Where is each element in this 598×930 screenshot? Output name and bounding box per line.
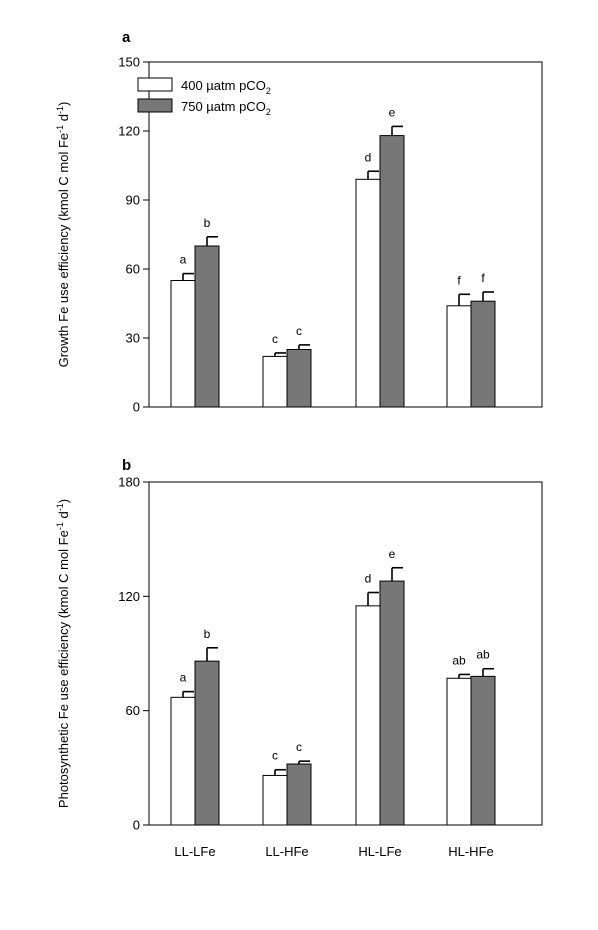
legend-label-750: 750 µatm pCO2 xyxy=(181,99,271,117)
y-tick-label-b: 180 xyxy=(118,475,140,490)
bars-a: a b c c d e f f xyxy=(170,105,496,408)
panel-label-a: a xyxy=(122,29,131,46)
bar-b-0-1 xyxy=(262,774,288,826)
significance-letter-b-0-2: d xyxy=(365,572,372,586)
y-tick-label-a: 90 xyxy=(126,193,140,208)
bar-b-0-0 xyxy=(170,696,196,826)
panel-label-b: b xyxy=(122,457,131,474)
x-axis-b: LL-LFe LL-HFe HL-LFe HL-HFe xyxy=(174,844,493,859)
bar-b-1-3 xyxy=(470,675,496,826)
bar-b-1-0 xyxy=(194,660,220,826)
bar-a-1-1 xyxy=(286,349,312,408)
bar-a-0-3 xyxy=(446,305,472,408)
bar-a-0-1 xyxy=(262,355,288,408)
bar-a-1-2 xyxy=(379,135,405,408)
significance-letter-b-1-0: b xyxy=(204,627,211,641)
y-tick-label-a: 60 xyxy=(126,262,140,277)
bar-a-0-0 xyxy=(170,280,196,408)
bar-b-0-2 xyxy=(355,605,381,826)
bar-b-1-2 xyxy=(379,580,405,826)
significance-letter-a-0-3: f xyxy=(457,273,461,287)
x-tick-label-b-3: HL-HFe xyxy=(448,844,494,859)
y-tick-label-b: 0 xyxy=(133,818,140,833)
y-tick-label-a: 30 xyxy=(126,331,140,346)
bar-a-1-0 xyxy=(194,245,220,408)
y-tick-label-a: 120 xyxy=(118,124,140,139)
y-tick-label-a: 0 xyxy=(133,400,140,415)
y-tick-label-b: 120 xyxy=(118,589,140,604)
x-tick-label-b-0: LL-LFe xyxy=(174,844,215,859)
plot-frame-a xyxy=(148,61,543,408)
significance-letter-a-0-2: d xyxy=(365,150,372,164)
significance-letter-a-1-1: c xyxy=(296,324,302,338)
legend-swatch-750 xyxy=(137,98,173,113)
x-tick-label-b-1: LL-HFe xyxy=(265,844,308,859)
bar-a-1-3 xyxy=(470,300,496,408)
x-tick-label-b-2: HL-LFe xyxy=(358,844,401,859)
significance-letter-a-1-2: e xyxy=(389,105,396,119)
significance-letter-a-1-0: b xyxy=(204,216,211,230)
y-tick-label-b: 60 xyxy=(126,703,140,718)
legend-swatch-400 xyxy=(137,77,173,92)
significance-letter-b-1-1: c xyxy=(296,740,302,754)
significance-letter-b-1-2: e xyxy=(389,547,396,561)
y-axis-label-b: Photosynthetic Fe use efficiency (kmol C… xyxy=(55,499,71,808)
y-axis-b: 0 60 120 180 xyxy=(118,475,149,833)
significance-letter-b-1-3: ab xyxy=(476,648,490,662)
plot-frame-b xyxy=(148,481,543,826)
y-tick-label-a: 150 xyxy=(118,55,140,70)
significance-letter-a-1-3: f xyxy=(481,271,485,285)
significance-letter-b-0-3: ab xyxy=(452,653,466,667)
legend: 400 µatm pCO2 750 µatm pCO2 xyxy=(137,77,271,117)
legend-label-400: 400 µatm pCO2 xyxy=(181,78,271,96)
significance-letter-b-0-1: c xyxy=(272,749,278,763)
y-axis-label-a: Growth Fe use efficiency (kmol C mol Fe-… xyxy=(55,102,71,368)
panel-a: a a b c c d e f f 0 30 60 90 120 150 Growth Fe use e… xyxy=(55,29,543,415)
bar-b-0-3 xyxy=(446,677,472,826)
significance-letter-a-0-0: a xyxy=(180,253,187,267)
y-axis-a: 0 30 60 90 120 150 xyxy=(118,55,149,415)
bar-b-1-1 xyxy=(286,763,312,826)
significance-letter-b-0-0: a xyxy=(180,671,187,685)
significance-letter-a-0-1: c xyxy=(272,332,278,346)
bar-a-0-2 xyxy=(355,178,381,408)
